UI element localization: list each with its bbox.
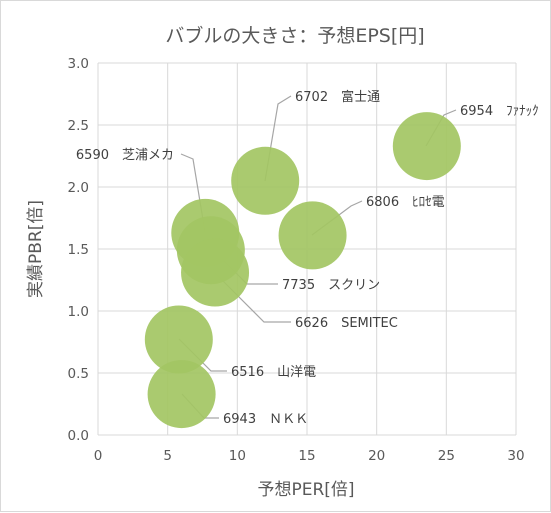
x-tick-label: 5 — [163, 448, 172, 464]
x-axis-title: 予想PER[倍] — [257, 480, 354, 500]
bubble-label: 6702 富士通 — [295, 89, 380, 105]
bubble-label: 7735 スクリン — [282, 278, 380, 293]
y-tick-label: 3.0 — [68, 56, 89, 72]
bubble-label: 6626 SEMITEC — [295, 316, 398, 331]
tick-labels: 0.0 0.5 1.0 1.5 2.0 2.5 3.0 0 5 10 15 20 25 30 — [68, 56, 525, 464]
bubble-label: 6590 芝浦メカ — [76, 147, 174, 163]
bubble-point — [147, 360, 216, 429]
y-tick-label: 1.0 — [68, 304, 89, 320]
bubbles — [144, 112, 461, 429]
bubble-point — [231, 146, 300, 215]
y-tick-label: 0.5 — [68, 366, 89, 382]
y-tick-label: 2.5 — [68, 118, 89, 134]
bubble-point — [181, 238, 250, 307]
x-tick-label: 15 — [298, 448, 315, 464]
data-labels: 6702 富士通 6954 ﾌｧﾅｯｸ 6590 芝浦メカ 6806 ﾋﾛｾ電 7735… — [76, 89, 539, 427]
x-tick-label: 25 — [438, 448, 455, 464]
y-axis-title: 実績PBR[倍] — [26, 200, 46, 298]
bubble-label: 6516 山洋電 — [231, 365, 316, 380]
bubble-point — [278, 201, 347, 270]
bubble-label: 6806 ﾋﾛｾ電 — [366, 195, 445, 210]
bubble-point — [392, 112, 461, 181]
x-tick-label: 10 — [229, 448, 246, 464]
bubble-label: 6943 ＮＫＫ — [223, 412, 308, 427]
x-tick-label: 20 — [368, 448, 385, 464]
bubble-label: 6954 ﾌｧﾅｯｸ — [460, 104, 539, 119]
x-tick-label: 0 — [94, 448, 103, 464]
y-tick-label: 0.0 — [68, 428, 89, 444]
y-tick-label: 2.0 — [68, 180, 89, 196]
gridlines — [97, 62, 517, 436]
chart-title: バブルの大きさ：予想EPS[円] — [165, 24, 424, 47]
y-tick-label: 1.5 — [68, 242, 89, 258]
x-tick-label: 30 — [507, 448, 524, 464]
bubble-point — [144, 305, 213, 374]
